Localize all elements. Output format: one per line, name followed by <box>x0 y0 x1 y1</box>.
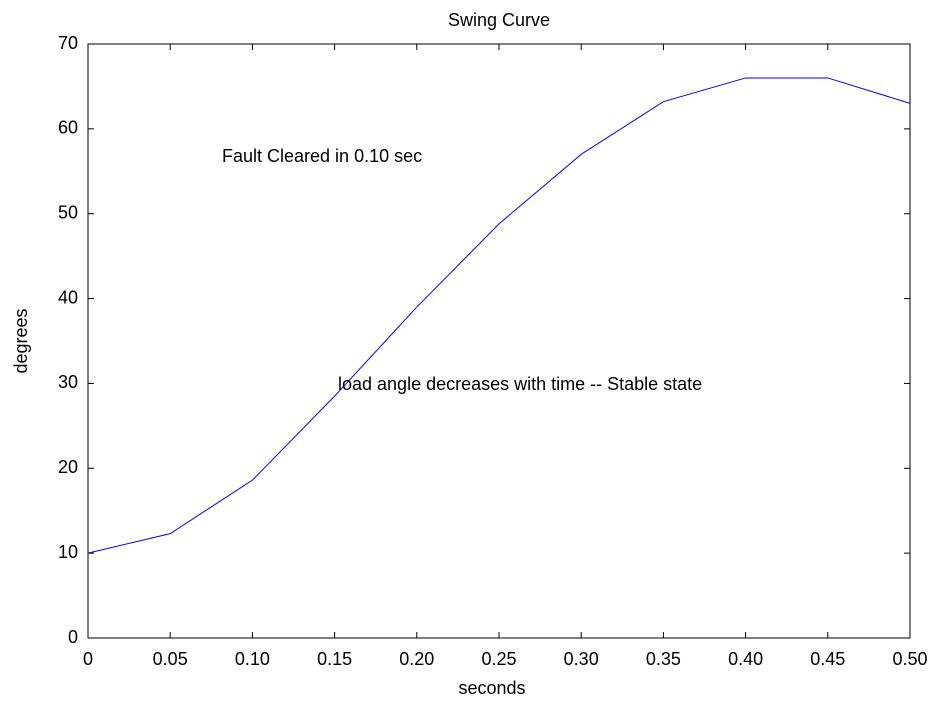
x-tick-label: 0.10 <box>235 649 270 669</box>
y-tick-label: 0 <box>68 627 78 647</box>
x-tick-label: 0.35 <box>646 649 681 669</box>
annotation: load angle decreases with time -- Stable… <box>338 374 702 394</box>
x-tick-label: 0.40 <box>728 649 763 669</box>
x-tick-label: 0.30 <box>564 649 599 669</box>
chart-title: Swing Curve <box>448 10 550 30</box>
y-tick-label: 60 <box>58 118 78 138</box>
x-tick-label: 0.50 <box>892 649 927 669</box>
x-tick-label: 0.20 <box>399 649 434 669</box>
annotation: Fault Cleared in 0.10 sec <box>222 146 422 166</box>
x-tick-label: 0.05 <box>153 649 188 669</box>
line-series <box>87 77 911 554</box>
y-axis-label: degrees <box>11 308 31 373</box>
y-tick-label: 10 <box>58 542 78 562</box>
y-tick-label: 40 <box>58 287 78 307</box>
y-tick-label: 30 <box>58 372 78 392</box>
y-tick-label: 50 <box>58 202 78 222</box>
x-tick-label: 0 <box>83 649 93 669</box>
y-tick-label: 70 <box>58 33 78 53</box>
y-tick-label: 20 <box>58 457 78 477</box>
x-tick-label: 0.25 <box>481 649 516 669</box>
x-tick-label: 0.45 <box>810 649 845 669</box>
x-tick-label: 0.15 <box>317 649 352 669</box>
x-axis-label: seconds <box>458 678 525 698</box>
